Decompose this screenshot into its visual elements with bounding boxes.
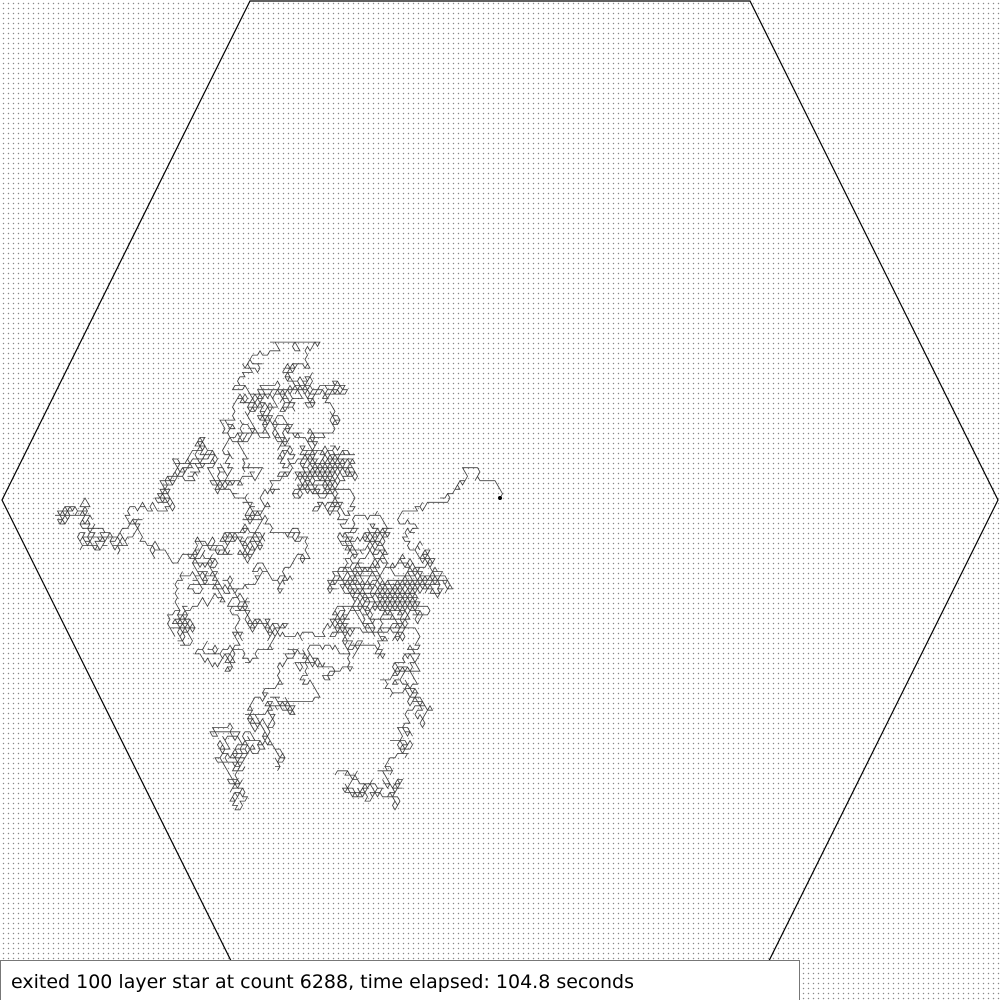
walk-start-marker: [498, 496, 502, 500]
walk-trace: [55, 341, 503, 811]
status-bar: exited 100 layer star at count 6288, tim…: [0, 960, 800, 1000]
walk-path: [55, 341, 503, 811]
status-message: exited 100 layer star at count 6288, tim…: [11, 971, 635, 993]
